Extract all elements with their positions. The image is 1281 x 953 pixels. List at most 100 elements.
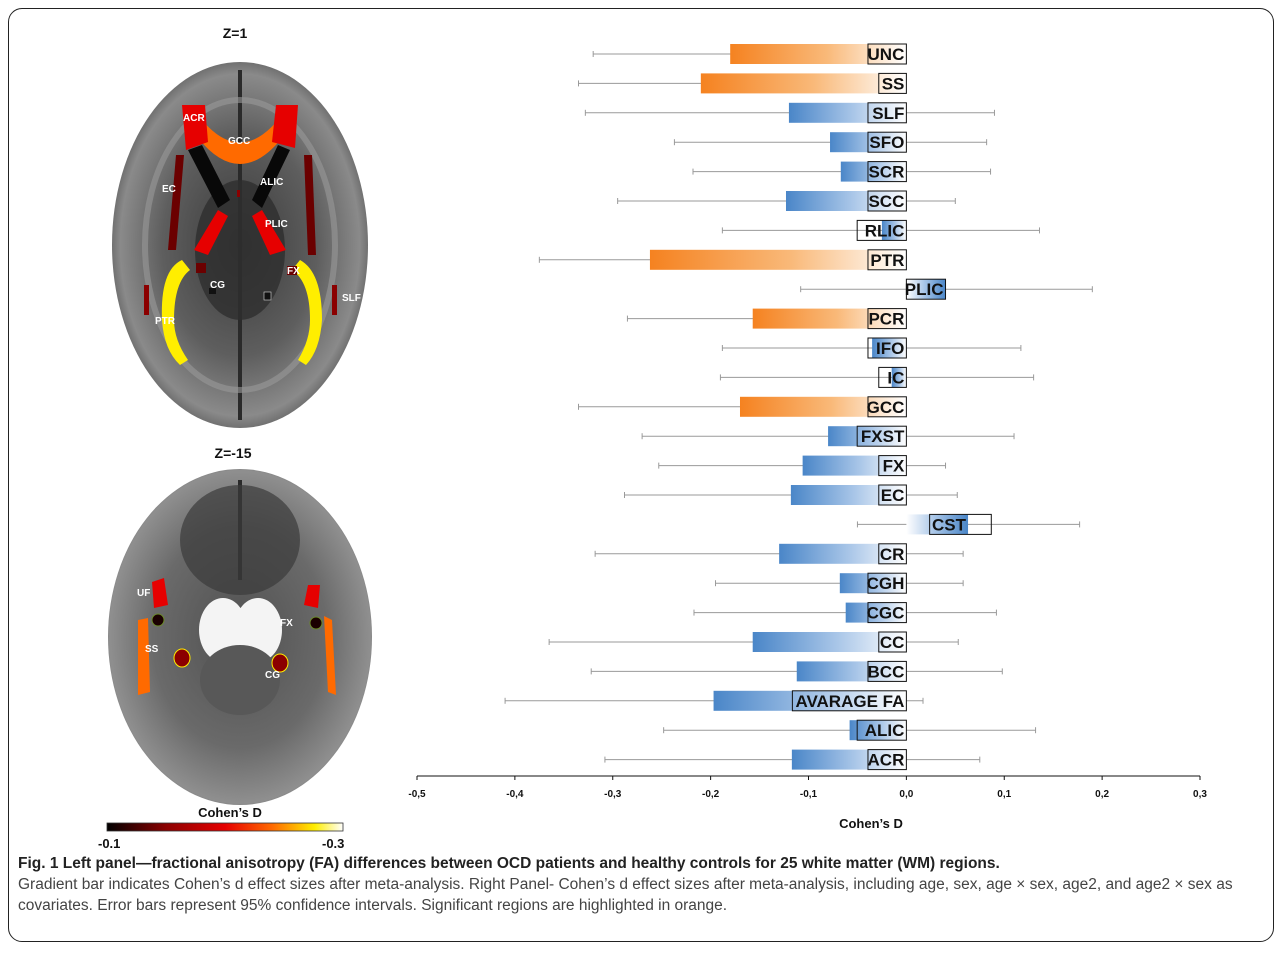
x-tick-label: 0,1 [997,789,1011,800]
bar-label-box [867,749,907,771]
x-tick-label: -0,1 [800,789,818,800]
bar-scr [840,161,907,182]
bar-label: PCR [868,310,904,329]
bar-label-box [867,190,907,212]
bar-label-box [867,602,907,624]
bar-label: CR [880,545,905,564]
brain-label: SS [145,644,159,655]
brain-label: CG [210,280,225,291]
bar-label: AVARAGE FA [795,692,904,711]
x-tick-label: -0,5 [408,789,426,800]
bar-bcc [796,661,907,682]
bar-alic [849,720,907,741]
bar-rlic [881,220,907,241]
bar-fx [802,455,907,476]
bar-label-box [878,366,907,388]
bar-label-box [878,72,907,94]
bar-label: SCR [868,163,904,182]
bar-label-box [856,425,907,447]
x-tick-label: -0,4 [506,789,524,800]
bar-label: UNC [868,45,905,64]
brain-label: UF [137,588,150,599]
slice-label-top: Z=1 [223,25,248,41]
x-tick-label: 0,2 [1095,789,1109,800]
bar-plic [906,279,946,300]
bar-fxst [828,426,907,447]
bar-ss [700,73,907,94]
brain-label: SLF [342,293,361,304]
bar-label-box [867,131,907,153]
bar-cst [906,514,969,535]
bar-acr [791,749,907,770]
x-tick-label: -0,3 [604,789,622,800]
colorbar-min-label: -0.1 [98,836,120,851]
colorbar-max-label: -0.3 [322,836,344,851]
x-tick-label: -0,2 [702,789,720,800]
bar-label: CGH [867,574,905,593]
bar-label: IFO [876,339,904,358]
bar-label: FXST [861,427,905,446]
bar-label-box [878,543,907,565]
figure-caption: Fig. 1 Left panel—fractional anisotropy … [18,853,1268,916]
bar-label-box [856,219,907,241]
bar-label: GCC [867,398,905,417]
bar-scc [785,191,907,211]
bar-unc [730,44,907,64]
bar-label-box [878,455,907,477]
bar-label-box [905,278,947,300]
bar-label-box [867,396,907,418]
bar-cgh [839,573,907,594]
bar-label: SFO [869,133,904,152]
brain-label: CG [265,670,280,681]
bar-label: ALIC [865,721,905,740]
brain-slice-bottom: UF FX SS CG [108,469,372,805]
slice-label-bottom: Z=-15 [215,445,252,461]
bar-slf [788,102,907,123]
bar-label: CST [932,515,967,534]
bar-label-box [878,631,907,653]
x-tick-label: 0,0 [899,789,913,800]
bar-label: EC [881,486,905,505]
bar-ic [891,367,907,388]
bar-label-box [867,572,907,594]
brain-label: FX [280,618,293,629]
bar-cc [752,632,907,652]
bar-label: ACR [868,751,905,770]
bar-label: SCC [868,192,904,211]
bar-label: FX [883,457,905,476]
brain-label: ALIC [260,177,283,188]
brain-images: Z=1 [98,25,372,851]
bar-label-box [867,43,907,65]
x-tick-label: 0,3 [1193,789,1207,800]
bar-label-box [867,161,907,183]
caption-title: Fig. 1 Left panel—fractional anisotropy … [18,855,1000,872]
brain-label: GCC [228,136,250,147]
bar-ec [790,485,907,505]
bar-ifo [872,338,907,358]
caption-body: Gradient bar indicates Cohen’s d effect … [18,876,1233,914]
bar-label-box [867,249,907,271]
brain-panel: Z=1 [90,20,410,860]
bar-label-box [929,513,992,535]
bar-label: SLF [872,104,904,123]
brain-label: PTR [155,316,176,327]
bar-label-box [856,719,907,741]
bar-label-box [791,690,907,712]
colorbar-title: Cohen’s D [198,805,262,820]
bar-label: RLIC [865,221,905,240]
bar-label: CC [880,633,905,652]
bar-label: IC [887,368,904,387]
bar-cr [779,543,907,564]
bar-label-box [867,337,907,359]
effect-size-chart: UNC SS SLF SFO SCR SCC RLIC PTR PLIC PCR IFO IC GCC F… [400,30,1260,840]
bar-label: PTR [870,251,904,270]
bar-label-box [878,484,907,506]
bar-label-box [867,660,907,682]
brain-label: FX [287,266,300,277]
brain-slice-top: ACR GCC EC ALIC PLIC FX CG SLF PTR [112,62,368,428]
x-axis-label: Cohen’s D [839,816,903,831]
bar-avarage-fa [713,690,907,711]
brain-label: ACR [183,113,205,124]
colorbar [106,822,344,832]
